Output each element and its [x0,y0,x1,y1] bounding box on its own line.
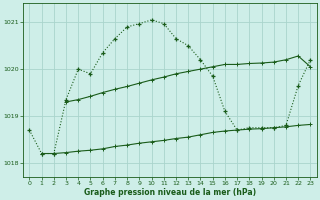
X-axis label: Graphe pression niveau de la mer (hPa): Graphe pression niveau de la mer (hPa) [84,188,256,197]
